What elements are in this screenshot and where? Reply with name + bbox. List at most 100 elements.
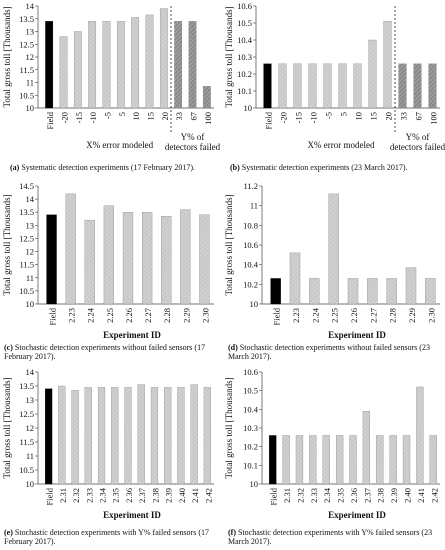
caption-b-letter: (b) (230, 163, 240, 172)
bar-a-1 (59, 36, 68, 109)
bar-f-7 (362, 411, 371, 485)
caption-e-text: Stochastic detection experiments with Y%… (4, 528, 209, 546)
ytick-label-a-6: 13 (26, 27, 35, 37)
bar-c-6 (161, 216, 172, 305)
ytick-label-a-8: 14 (26, 1, 35, 11)
ytick-label-a-3: 11.5 (19, 65, 34, 75)
ytick-label-e-4: 12 (26, 423, 35, 433)
xtick-label-a-1: -20 (59, 112, 69, 123)
bar-f-12 (429, 435, 437, 485)
chart-c: 10 10.5 11 11.5 12 12.5 13 13.5 14 14.5 Total gros… (2, 181, 214, 340)
xtick-label-c-6: 2.28 (162, 308, 172, 323)
caption-f-text: Stochastic detection experiments with Y%… (228, 528, 433, 546)
bar-b-3 (308, 63, 317, 109)
ytick-label-a-2: 11 (26, 78, 34, 88)
panel-a: 10 10.5 11 11.5 12 12.5 13 13.5 14 Total gross to… (0, 0, 222, 180)
panel-c: 10 10.5 11 11.5 12 12.5 13 13.5 14 14.5 Total gros… (0, 180, 222, 366)
bar-b-2 (293, 63, 302, 109)
group-label-b-1: Y% of detectors failed (390, 132, 445, 152)
caption-e: (e) Stochastic detection experiments wit… (4, 528, 218, 546)
ytick-label-e-8: 14 (26, 367, 35, 377)
ytick-label-d-1: 10.2 (243, 279, 258, 289)
xtick-label-d-3: 2.25 (330, 308, 340, 323)
ytick-label-b-0: 10 (244, 103, 253, 113)
xtick-label-a-11: 100 (203, 112, 213, 125)
xtick-label-d-6: 2.28 (388, 308, 398, 323)
ytick-label-a-1: 10.5 (19, 90, 34, 100)
ytick-label-d-4: 10.8 (243, 220, 258, 230)
xtick-label-d-4: 2.26 (349, 308, 359, 323)
xtick-label-b-0: Field (263, 111, 273, 129)
xtick-label-d-0: Field (272, 307, 282, 325)
bar-c-7 (180, 209, 191, 305)
bar-f-1 (282, 435, 290, 485)
bar-b-9 (398, 63, 407, 109)
xtick-label-a-5: 5 (117, 112, 127, 116)
xtick-label-a-9: 33 (174, 112, 184, 121)
ytick-label-b-5: 10.5 (237, 18, 252, 28)
bar-e-0 (45, 388, 53, 485)
group-label-a-1-line1: Y% of (181, 132, 205, 142)
xtick-label-f-6: 2.36 (349, 488, 359, 503)
ytick-label-f-0: 10 (250, 479, 259, 489)
caption-b-text: Systematic detection experiments (23 Mar… (241, 163, 408, 172)
xtick-label-e-0: Field (45, 487, 55, 505)
xlabel-e: Experiment ID (103, 510, 161, 520)
xtick-label-f-11: 2.41 (416, 488, 426, 503)
xtick-label-f-0: Field (269, 487, 279, 505)
caption-a: (a) Systematic detection experiments (17… (10, 163, 222, 172)
caption-d: (d) Stochastic detection experiments wit… (228, 343, 442, 361)
xtick-label-b-3: -10 (308, 112, 318, 123)
ylabel-d: Total gross toll [Thousands] (224, 194, 234, 295)
bar-d-7 (405, 267, 417, 305)
ytick-label-f-5: 10.5 (243, 386, 258, 396)
bar-e-4 (97, 387, 106, 485)
bar-f-2 (295, 435, 304, 485)
bar-b-1 (278, 63, 287, 109)
ytick-label-c-7: 13.5 (19, 207, 34, 217)
ytick-label-c-0: 10 (26, 299, 35, 309)
ytick-label-c-9: 14.5 (19, 181, 34, 191)
group-label-b-0: X% error modeled (308, 140, 375, 150)
bar-f-10 (402, 435, 411, 485)
ytick-label-f-3: 10.3 (243, 423, 258, 433)
ytick-label-a-0: 10 (26, 103, 35, 113)
xtick-label-b-11: 100 (428, 112, 438, 125)
bar-b-8 (383, 21, 392, 109)
group-label-a-1-line2: detectors failed (165, 142, 221, 152)
ytick-label-d-3: 10.6 (243, 240, 258, 250)
xtick-label-f-2: 2.32 (295, 488, 305, 503)
bar-a-5 (116, 21, 125, 109)
bar-b-11 (428, 63, 437, 109)
chart-a: 10 10.5 11 11.5 12 12.5 13 13.5 14 Total gross to… (2, 1, 221, 152)
xtick-label-f-10: 2.40 (402, 488, 412, 503)
bar-c-2 (84, 219, 95, 305)
xtick-label-b-1: -20 (278, 112, 288, 123)
bar-a-11 (202, 86, 211, 109)
chart-f: 10 10.1 10.2 10.3 10.4 10.5 10.6 Total gross to… (224, 367, 440, 520)
xtick-label-d-1: 2.23 (291, 308, 301, 323)
bar-d-4 (347, 278, 359, 305)
caption-d-letter: (d) (228, 343, 238, 352)
xtick-label-d-7: 2.29 (407, 308, 417, 323)
bar-d-8 (425, 278, 436, 305)
xtick-label-a-6: 10 (131, 112, 141, 121)
bar-f-6 (349, 435, 357, 485)
bar-f-9 (389, 435, 397, 485)
ytick-label-a-7: 13.5 (19, 14, 34, 24)
xtick-label-e-5: 2.35 (111, 488, 121, 503)
ytick-label-b-2: 10.2 (237, 69, 252, 79)
bar-e-12 (203, 387, 211, 485)
ytick-label-e-7: 13.5 (19, 381, 34, 391)
caption-c: (c) Stochastic detection experiments wit… (4, 343, 218, 361)
xtick-label-e-11: 2.41 (190, 488, 200, 503)
xtick-label-c-3: 2.25 (105, 308, 115, 323)
ylabel-e: Total gross toll [Thousands] (2, 377, 12, 478)
ytick-label-c-2: 11 (26, 273, 34, 283)
bar-a-3 (88, 21, 97, 109)
caption-c-text: Stochastic detection experiments without… (4, 343, 206, 361)
bar-b-6 (353, 63, 362, 109)
xtick-label-a-8: 20 (160, 112, 170, 121)
